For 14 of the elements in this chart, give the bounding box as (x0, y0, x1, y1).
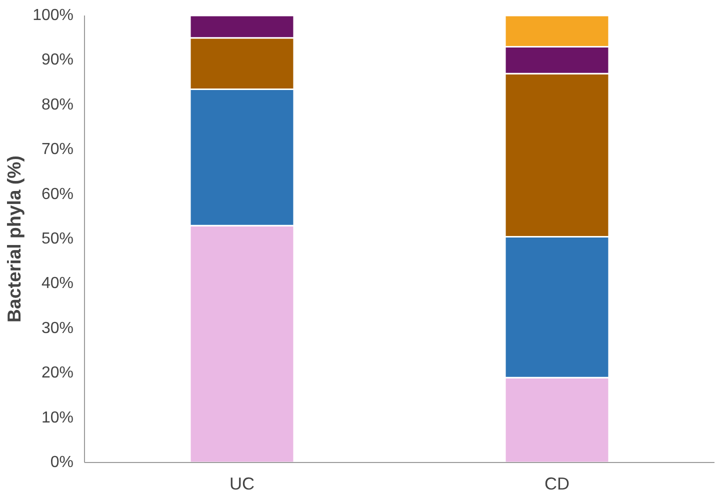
y-tick-label: 60% (41, 186, 74, 203)
y-tick-label: 50% (41, 230, 74, 248)
y-tick-label: 70% (41, 141, 74, 158)
y-tick-label: 40% (41, 275, 74, 292)
x-tick-label: CD (544, 474, 570, 494)
y-tick-label: 100% (32, 7, 74, 24)
y-tick-label: 80% (41, 96, 74, 114)
x-tick-label: UC (229, 474, 255, 494)
y-tick-label: 10% (41, 409, 74, 426)
y-tick-label: 20% (41, 364, 74, 382)
y-tick-label: 0% (50, 454, 74, 471)
y-axis-title: Bacterial phyla (%) (4, 156, 25, 322)
y-tick-label: 30% (41, 320, 74, 337)
y-tick-label: 90% (41, 52, 74, 69)
